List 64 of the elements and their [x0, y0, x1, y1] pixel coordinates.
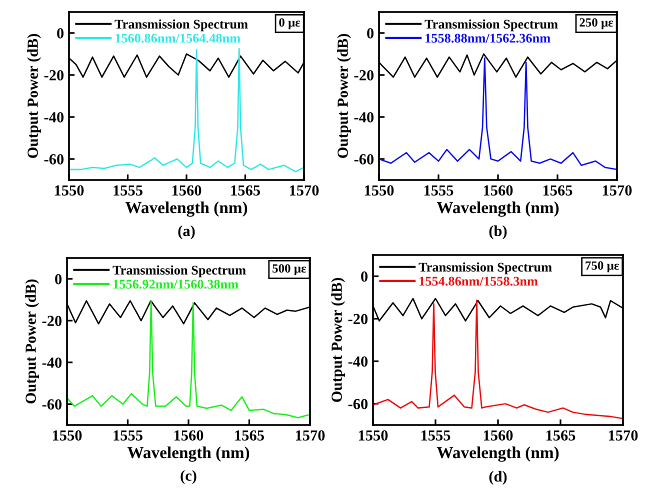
line-series	[373, 300, 623, 420]
y-tick-label: -20	[44, 70, 64, 80]
x-tick-label: 1555	[114, 430, 142, 441]
x-tick-label: 1570	[296, 430, 325, 441]
annotation: 0 με	[279, 18, 300, 30]
y-tick-label: -20	[348, 314, 368, 324]
y-axis-title: Output Power (dB)	[337, 34, 351, 158]
y-tick-label: 0	[55, 274, 62, 284]
x-tick-label: 1560	[172, 185, 202, 196]
x-tick-label: 1550	[52, 430, 82, 441]
y-axis-title: Output Power (dB)	[25, 279, 39, 404]
legend-label: 1554.86nm/1558.3nm	[420, 276, 538, 286]
line-series	[379, 58, 617, 170]
y-axis-title: Output Power (dB)	[331, 278, 345, 402]
x-tick-label: 1555	[424, 185, 454, 196]
x-tick-label: 1570	[608, 430, 638, 441]
legend-label: 1556.92nm/1560.38nm	[114, 280, 238, 289]
line-series	[67, 300, 310, 418]
x-tick-label: 1560	[174, 430, 204, 441]
x-tick-label: 1560	[484, 185, 513, 196]
x-tick-label: 1570	[602, 185, 632, 196]
y-tick-label: -60	[42, 399, 62, 410]
x-tick-label: 1565	[543, 185, 572, 196]
y-tick-label: -60	[354, 154, 374, 164]
legend-label: Transmission Spectrum	[418, 262, 552, 274]
x-tick-label: 1560	[484, 430, 513, 441]
annotation: 500 με	[272, 264, 306, 276]
x-tick-label: 1565	[231, 185, 260, 196]
legend-label: Transmission Spectrum	[424, 19, 558, 32]
x-tick-label: 1555	[421, 430, 450, 441]
x-tick-label: 1555	[114, 185, 142, 196]
x-tick-label: 1565	[546, 430, 576, 441]
y-tick-label: 0	[367, 28, 374, 38]
y-tick-label: -40	[348, 356, 368, 367]
legend-label: 1560.86nm/1564.48nm	[116, 34, 240, 43]
legend-label: Transmission Spectrum	[114, 19, 248, 32]
legend-label: 1558.88nm/1562.36nm	[426, 34, 550, 43]
y-axis-title: Output Power (dB)	[27, 34, 41, 158]
text: (a)	[178, 225, 195, 240]
x-axis-title: Wavelength (nm)	[436, 446, 559, 462]
legend-label: Transmission Spectrum	[112, 265, 246, 278]
y-tick-label: 0	[57, 28, 64, 38]
x-axis-title: Wavelength (nm)	[127, 446, 250, 462]
y-tick-label: -40	[354, 112, 374, 122]
x-tick-label: 1570	[290, 185, 319, 196]
y-tick-label: 0	[361, 271, 368, 282]
x-tick-label: 1550	[358, 430, 388, 441]
y-tick-label: -60	[44, 154, 64, 164]
line-series	[69, 48, 304, 172]
x-tick-label: 1565	[235, 430, 264, 441]
y-tick-label: -40	[44, 112, 64, 122]
text: (c)	[180, 470, 196, 484]
x-axis-title: Wavelength (nm)	[436, 201, 559, 217]
text: (d)	[489, 470, 507, 485]
x-tick-label: 1550	[364, 185, 394, 196]
y-tick-label: -40	[42, 358, 62, 368]
annotation: 250 με	[580, 18, 614, 30]
y-tick-label: -60	[348, 398, 368, 410]
y-tick-label: -20	[42, 316, 62, 326]
text: (b)	[489, 225, 507, 240]
x-axis-title: Wavelength (nm)	[125, 201, 248, 217]
y-tick-label: -20	[354, 70, 374, 80]
annotation: 750 με	[586, 261, 619, 272]
x-tick-label: 1550	[54, 185, 84, 196]
